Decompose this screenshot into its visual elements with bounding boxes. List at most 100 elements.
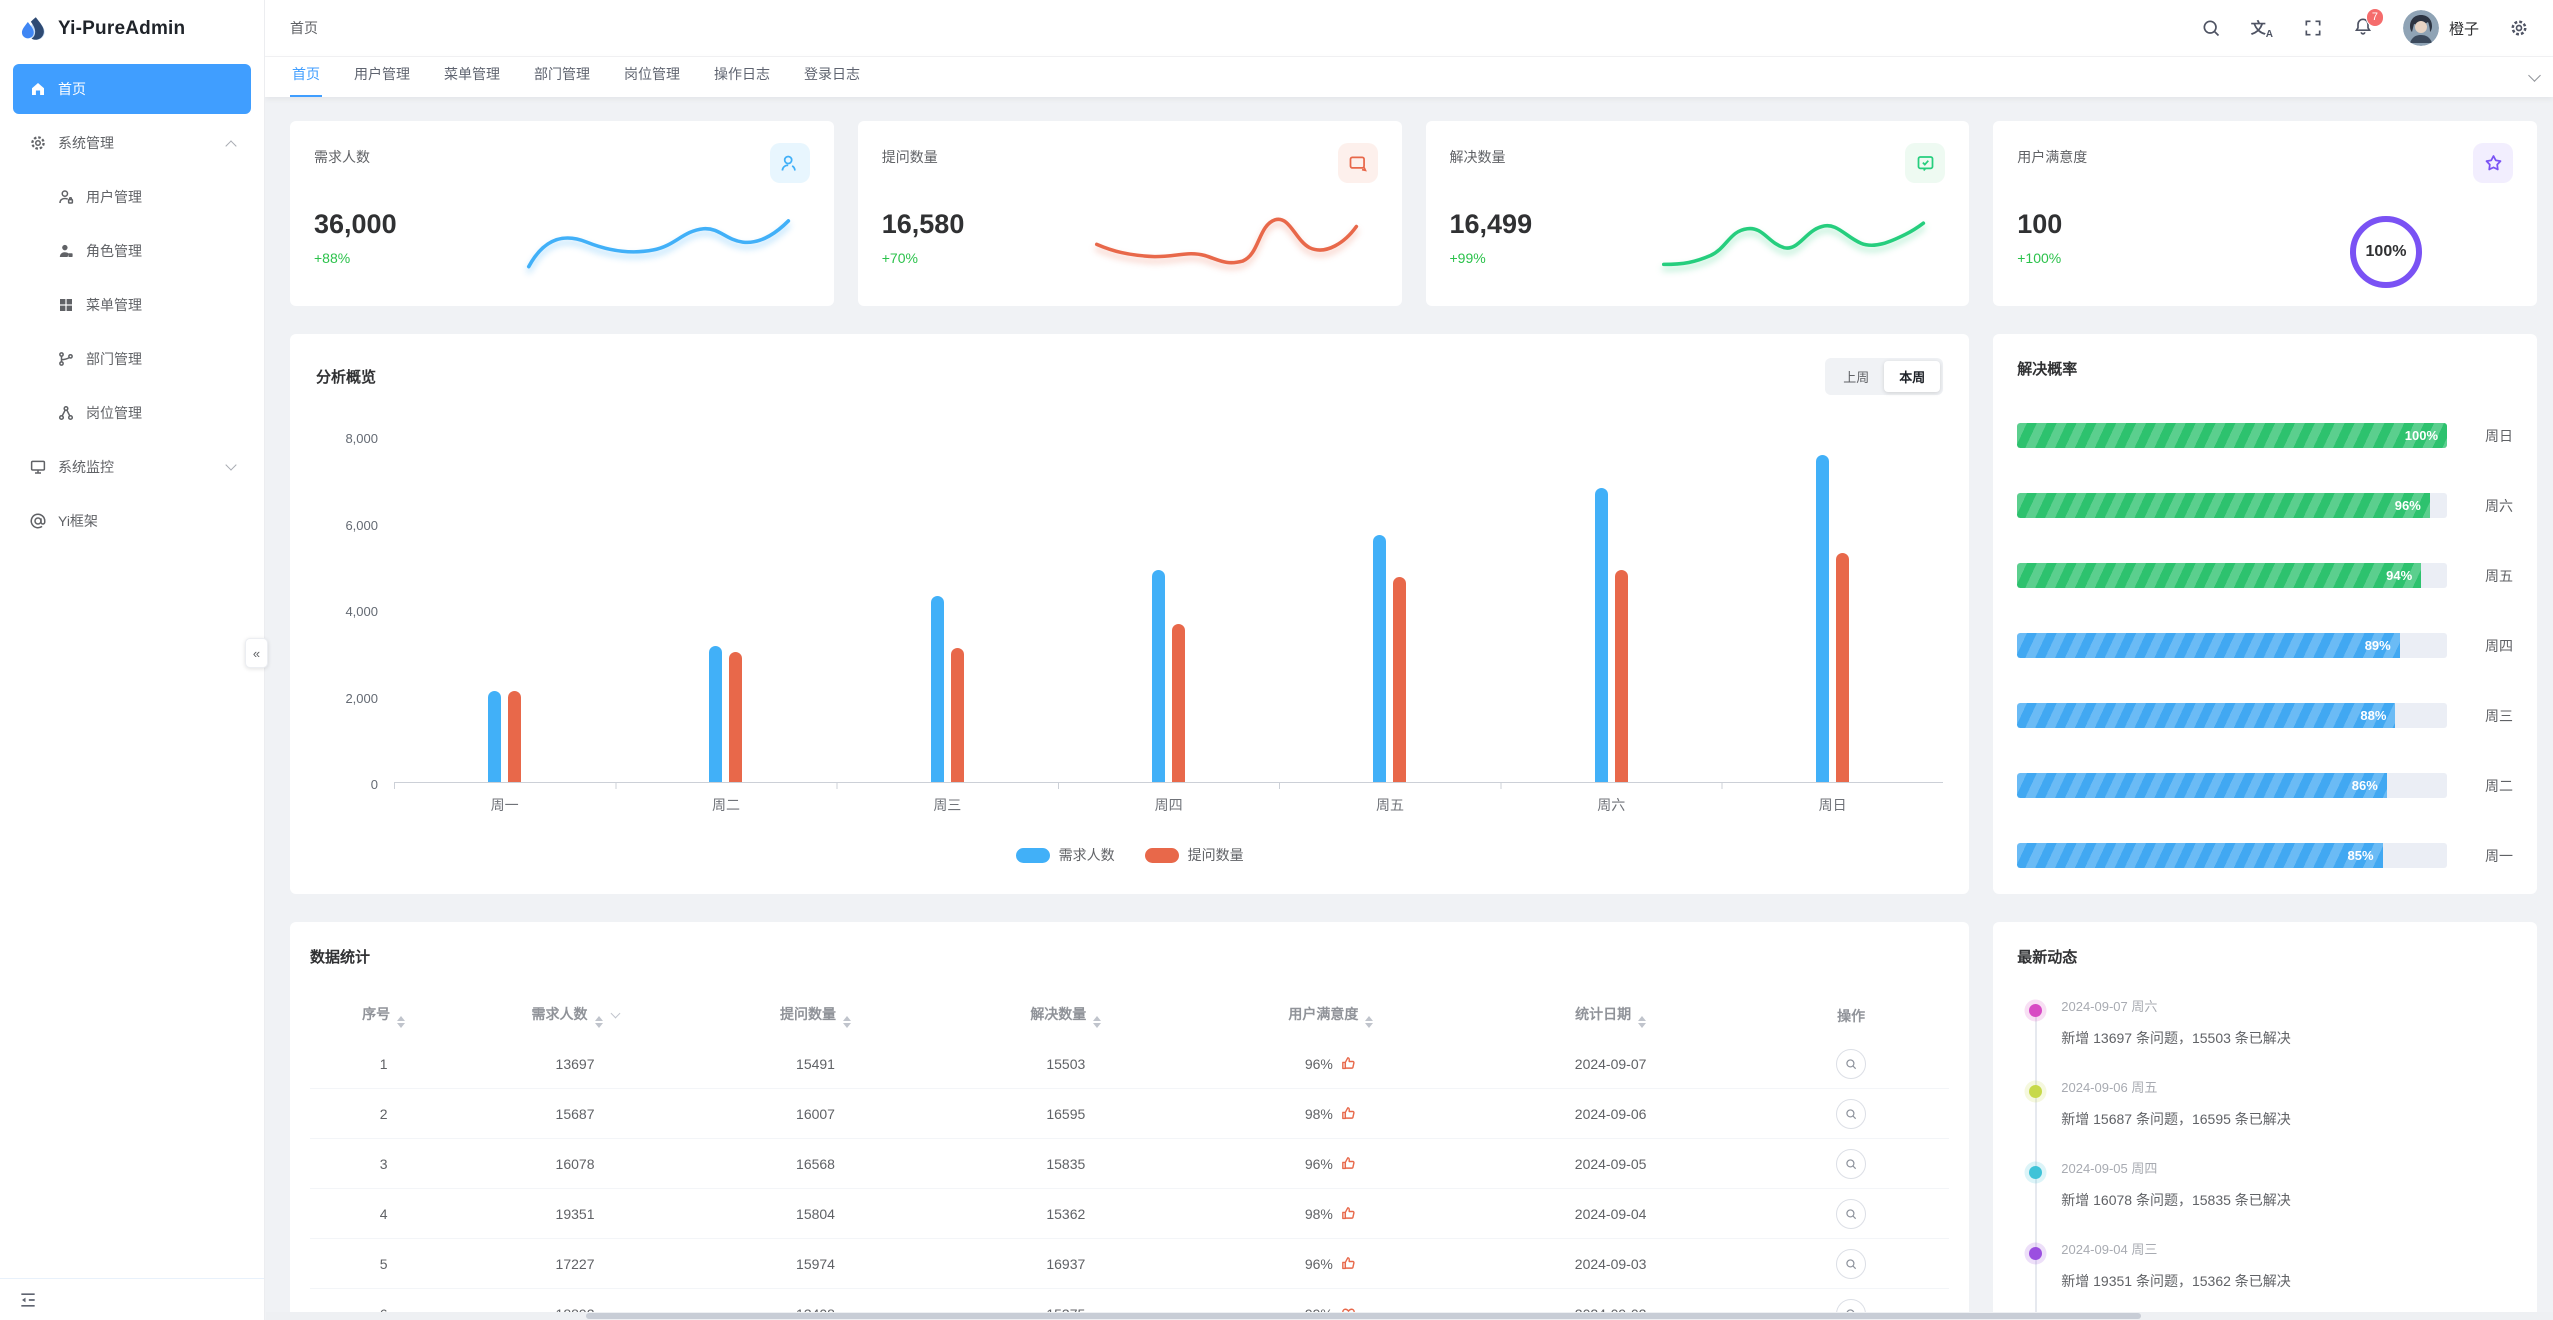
column-header-用户满意度[interactable]: 用户满意度: [1193, 1004, 1468, 1028]
thumb-icon: [1340, 1255, 1357, 1272]
analysis-overview-card: 分析概览 上周 本周 0 2,000 4,000 6,000 8,000 周一 周二 周三周…: [290, 334, 1970, 894]
timeline-item: 2024-09-06 周五 新增 15687 条问题，16595 条已解决: [2029, 1078, 2513, 1129]
sidebar-item-用户管理[interactable]: 用户管理: [13, 172, 251, 222]
logo[interactable]: Yi-PureAdmin: [0, 0, 264, 57]
grid-icon: [57, 296, 75, 314]
progress-fill: 96%: [2017, 493, 2430, 518]
view-detail-button[interactable]: [1836, 1148, 1867, 1179]
sidebar-item-岗位管理[interactable]: 岗位管理: [13, 388, 251, 438]
column-header-解决数量[interactable]: 解决数量: [938, 1004, 1193, 1028]
progress-label: 周四: [2485, 637, 2513, 654]
stat-title: 解决数量: [1449, 149, 1506, 165]
progress-track: 85%: [2017, 843, 2447, 868]
legend-item-提问数量[interactable]: 提问数量: [1144, 845, 1244, 865]
sort-carets-icon: [843, 1016, 851, 1028]
toggle-last-week[interactable]: 上周: [1843, 370, 1870, 385]
progress-fill: 85%: [2017, 843, 2382, 868]
tabs-dropdown-chevron-icon[interactable]: [2528, 69, 2541, 82]
toggle-this-week[interactable]: 本周: [1884, 361, 1941, 392]
sidebar-item-系统管理[interactable]: 系统管理: [13, 118, 251, 168]
stat-delta: +88%: [314, 250, 351, 266]
user-icon: [57, 188, 75, 206]
bar-group-周四: [1058, 437, 1279, 782]
sidebar-item-角色管理[interactable]: 角色管理: [13, 226, 251, 276]
legend-label: 提问数量: [1187, 847, 1244, 863]
tab-菜单管理[interactable]: 菜单管理: [444, 66, 500, 82]
bar-提问数量-周二: [729, 652, 743, 782]
sidebar-item-部门管理[interactable]: 部门管理: [13, 334, 251, 384]
sidebar-item-label: 系统监控: [58, 459, 114, 475]
sidebar-item-Yi框架[interactable]: Yi框架: [13, 496, 251, 546]
stat-value: 36,000: [314, 209, 397, 239]
progress-label: 周一: [2485, 847, 2513, 864]
cell-solved: 16937: [1046, 1255, 1086, 1272]
bar-提问数量-周一: [508, 691, 522, 782]
progress-value: 96%: [2394, 498, 2421, 513]
x-axis-label: 周一: [490, 797, 519, 813]
progress-fill: 86%: [2017, 773, 2387, 798]
solve-row-周五: 94% 周五: [2017, 563, 2513, 588]
progress-fill: 89%: [2017, 633, 2399, 658]
view-detail-button[interactable]: [1836, 1198, 1867, 1229]
tab-登录日志[interactable]: 登录日志: [804, 66, 860, 82]
x-axis-labels: 周一 周二 周三 周四 周五 周六 周日: [394, 795, 1943, 815]
column-header-需求人数[interactable]: 需求人数: [457, 1004, 693, 1028]
view-detail-button[interactable]: [1836, 1248, 1867, 1279]
settings-gear-icon[interactable]: [2509, 18, 2529, 38]
column-header-序号[interactable]: 序号: [310, 1004, 457, 1028]
cell-solved: 15503: [1046, 1055, 1086, 1072]
ring-value: 100%: [2365, 243, 2407, 260]
scrollbar-thumb[interactable]: [586, 1313, 2142, 1319]
tab-操作日志[interactable]: 操作日志: [714, 66, 770, 82]
progress-list: 100% 周日 96% 周六 94% 周五 89% 周四 88% 周三 86% 周二 85% 周一: [2017, 423, 2513, 868]
legend-item-需求人数[interactable]: 需求人数: [1015, 845, 1115, 865]
tab-用户管理[interactable]: 用户管理: [354, 66, 410, 82]
view-detail-button[interactable]: [1836, 1098, 1867, 1129]
tab-岗位管理[interactable]: 岗位管理: [624, 66, 680, 82]
timeline-text: 新增 16078 条问题，15835 条已解决: [2061, 1192, 2291, 1208]
msgcheck-icon: [1905, 143, 1946, 183]
thumb-icon: [1340, 1105, 1357, 1122]
search-icon[interactable]: [2201, 18, 2221, 38]
fold-menu-icon[interactable]: [18, 1290, 38, 1310]
sidebar-item-系统监控[interactable]: 系统监控: [13, 442, 251, 492]
bar-chart-plot: [394, 437, 1944, 789]
cell-date: 2024-09-04: [1574, 1205, 1647, 1222]
sparkline-chart: [1662, 221, 1926, 267]
view-detail-button[interactable]: [1836, 1048, 1867, 1079]
column-header-提问数量[interactable]: 提问数量: [693, 1004, 938, 1028]
solve-row-周四: 89% 周四: [2017, 633, 2513, 658]
solve-row-周日: 100% 周日: [2017, 423, 2513, 448]
timeline-dot: [2029, 1247, 2043, 1260]
timeline-date: 2024-09-05 周四: [2061, 1161, 2158, 1176]
column-header-统计日期[interactable]: 统计日期: [1468, 1004, 1753, 1028]
legend-swatch: [1015, 847, 1050, 863]
sidebar-item-菜单管理[interactable]: 菜单管理: [13, 280, 251, 330]
thumb-icon: [1340, 1205, 1357, 1222]
bar-提问数量-周日: [1836, 552, 1850, 782]
progress-value: 89%: [2364, 638, 2391, 653]
sidebar-item-首页[interactable]: 首页: [13, 64, 251, 114]
sidebar-item-label: 菜单管理: [86, 297, 142, 313]
users2-icon: [769, 143, 810, 183]
cell-demand: 16078: [555, 1155, 595, 1172]
column-header-label: 操作: [1837, 1008, 1866, 1024]
bar-需求人数-周四: [1152, 570, 1166, 782]
progress-value: 86%: [2351, 778, 2378, 793]
fullscreen-icon[interactable]: [2303, 18, 2323, 38]
notifications-button[interactable]: 7: [2353, 7, 2384, 41]
tab-首页[interactable]: 首页: [290, 54, 322, 97]
timeline-dot: [2029, 1166, 2043, 1179]
cell-solved: 16595: [1046, 1105, 1086, 1122]
thumb-icon: [1340, 1155, 1357, 1172]
bar-group-周日: [1722, 437, 1943, 782]
x-axis-label: 周三: [933, 797, 962, 813]
timeline-dot: [2029, 1004, 2043, 1017]
translate-icon[interactable]: 文A: [2250, 19, 2273, 40]
cell-question: 15974: [796, 1255, 835, 1272]
y-axis-label: 8,000: [345, 431, 378, 446]
user-menu[interactable]: 橙子: [2402, 10, 2479, 46]
sidebar-collapse-button[interactable]: «: [245, 638, 268, 668]
breadcrumb[interactable]: 首页: [290, 20, 318, 36]
tab-部门管理[interactable]: 部门管理: [534, 66, 590, 82]
